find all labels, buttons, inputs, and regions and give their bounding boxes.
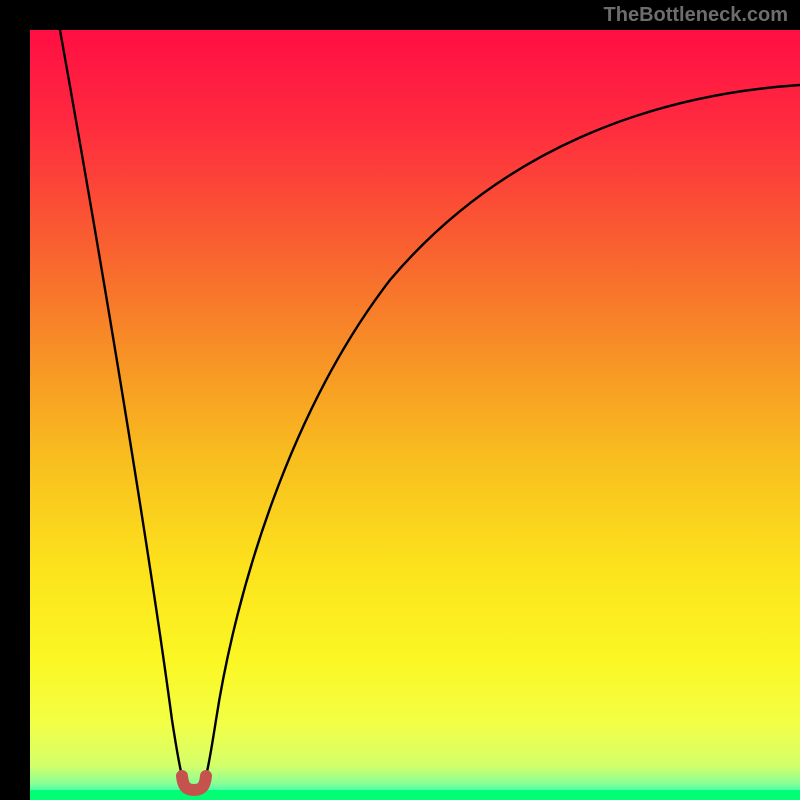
canvas-root: TheBottleneck.com [0, 0, 800, 800]
curve-right-branch [206, 85, 800, 776]
curve-left-branch [60, 30, 182, 776]
plot-area [30, 30, 800, 800]
watermark-text: TheBottleneck.com [604, 4, 788, 27]
curve-layer [30, 30, 800, 800]
curve-min-marker [182, 776, 206, 790]
